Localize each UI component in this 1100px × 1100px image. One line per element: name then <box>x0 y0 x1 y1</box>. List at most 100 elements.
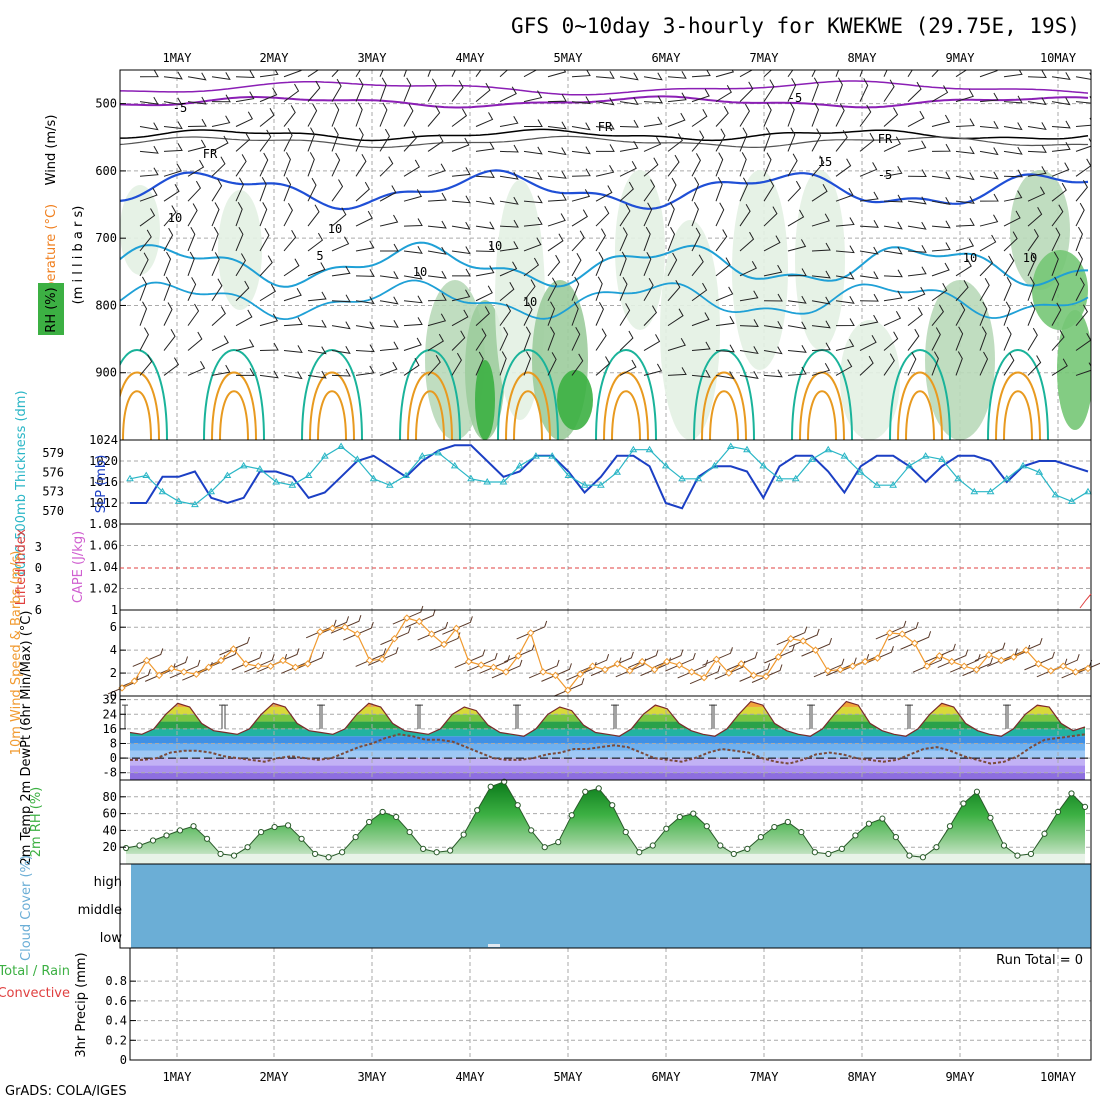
wind-barb <box>139 96 159 105</box>
wind-barb <box>403 77 412 102</box>
rh-marker <box>609 802 616 809</box>
wind-speed-marker <box>1009 653 1018 661</box>
thickness-marker <box>369 474 378 482</box>
wind-barb <box>451 289 471 302</box>
thickness-marker <box>320 452 329 459</box>
wind-barb <box>811 70 816 77</box>
rh-shading <box>218 190 262 310</box>
thickness-marker <box>1051 490 1060 498</box>
wind-barb <box>1051 142 1071 152</box>
wind-barb <box>955 258 972 277</box>
diurnal-contour <box>415 390 445 440</box>
wind-barb <box>451 70 456 77</box>
wind-barb <box>955 302 966 326</box>
tick-label: 2 <box>110 666 117 680</box>
wind-barb <box>403 295 423 304</box>
lifted-index-tick: 3 <box>35 540 42 554</box>
wind-barb <box>883 221 903 230</box>
temperature-contour <box>120 80 1089 96</box>
rh-marker <box>676 813 683 821</box>
wind-barb <box>355 102 363 127</box>
wind-speed-marker <box>613 660 622 668</box>
wind-barb <box>283 287 302 302</box>
wind-barb <box>907 351 917 376</box>
wind-barb <box>811 77 819 102</box>
wind-barb <box>283 258 300 277</box>
thickness-marker <box>808 455 816 462</box>
diurnal-contour <box>1003 390 1033 440</box>
wind-barb <box>1027 97 1047 106</box>
wind-barb <box>787 268 807 277</box>
wind-barb <box>331 368 351 377</box>
surface-wind-barb <box>516 620 548 640</box>
wind-barb <box>571 276 580 301</box>
thickness-marker <box>450 461 459 469</box>
wind-barb <box>139 208 156 227</box>
thickness-marker <box>905 461 914 469</box>
rh-marker <box>325 854 332 861</box>
top-date-label: 2MAY <box>260 51 290 65</box>
wind-barb <box>859 70 863 77</box>
thickness-marker <box>174 497 183 504</box>
wind-barb <box>427 313 447 327</box>
tick-label: 0.6 <box>105 994 127 1008</box>
wind-barb <box>475 351 484 376</box>
surface-wind-barb <box>553 678 585 697</box>
slp-axis-label: SLP (mb) <box>94 455 109 514</box>
wind-barb <box>883 246 903 255</box>
wind-barb <box>763 369 783 378</box>
diurnal-contour <box>497 349 559 440</box>
wind-barb <box>1003 146 1023 155</box>
rh-marker <box>838 845 845 852</box>
thickness-marker <box>272 478 281 485</box>
wind-barb <box>523 119 543 128</box>
wind-barb <box>1027 122 1047 131</box>
rh-marker <box>946 823 954 830</box>
wind-speed-marker <box>316 628 324 636</box>
lifted-index-axis-label: Lifted Index <box>14 528 29 605</box>
thickness-marker <box>937 455 946 462</box>
wind-barb <box>451 330 466 351</box>
tick-label: 0.8 <box>105 974 127 988</box>
lifted-index-tick: 6 <box>35 603 42 617</box>
wind-barb <box>163 205 177 227</box>
wind-barb <box>403 103 414 127</box>
wind-barb <box>931 327 941 351</box>
cape-tick: 1.06 <box>89 539 118 553</box>
wind-barb <box>499 196 519 205</box>
thickness-marker <box>743 445 751 453</box>
wind-barb <box>763 70 773 78</box>
rh-marker <box>474 807 481 814</box>
wind-barb <box>235 368 255 376</box>
rh-shading <box>732 170 788 370</box>
wind-barb <box>931 70 940 78</box>
wind-speed-marker <box>465 657 473 666</box>
wind-barb <box>379 361 398 376</box>
temperature-band <box>130 765 1085 773</box>
bottom-date-label: 1MAY <box>163 1070 193 1084</box>
wind-barb <box>859 314 879 327</box>
wind-barb <box>259 87 278 103</box>
wind-barb <box>235 70 255 79</box>
slp-series <box>126 442 1092 510</box>
rh-marker <box>555 839 562 846</box>
wind-barb <box>163 97 183 106</box>
wind-barb <box>211 94 231 103</box>
wind-barb <box>427 270 447 279</box>
thickness-marker <box>678 474 686 482</box>
diurnal-contour <box>603 371 649 440</box>
wind-barb <box>547 170 567 179</box>
wind-barb <box>187 203 198 227</box>
diurnal-contour <box>693 349 755 440</box>
rh-marker <box>1027 850 1035 858</box>
rh-marker <box>393 813 400 821</box>
wind-barb <box>379 243 399 252</box>
wind-barb <box>1075 138 1091 152</box>
wind-barb <box>787 239 807 252</box>
minmax-bar <box>1003 704 1009 729</box>
rh-shading <box>557 370 593 430</box>
wind-barb <box>475 306 490 327</box>
wind-barb <box>811 342 831 352</box>
wind-barb <box>379 128 390 152</box>
wind-barb <box>691 153 701 177</box>
